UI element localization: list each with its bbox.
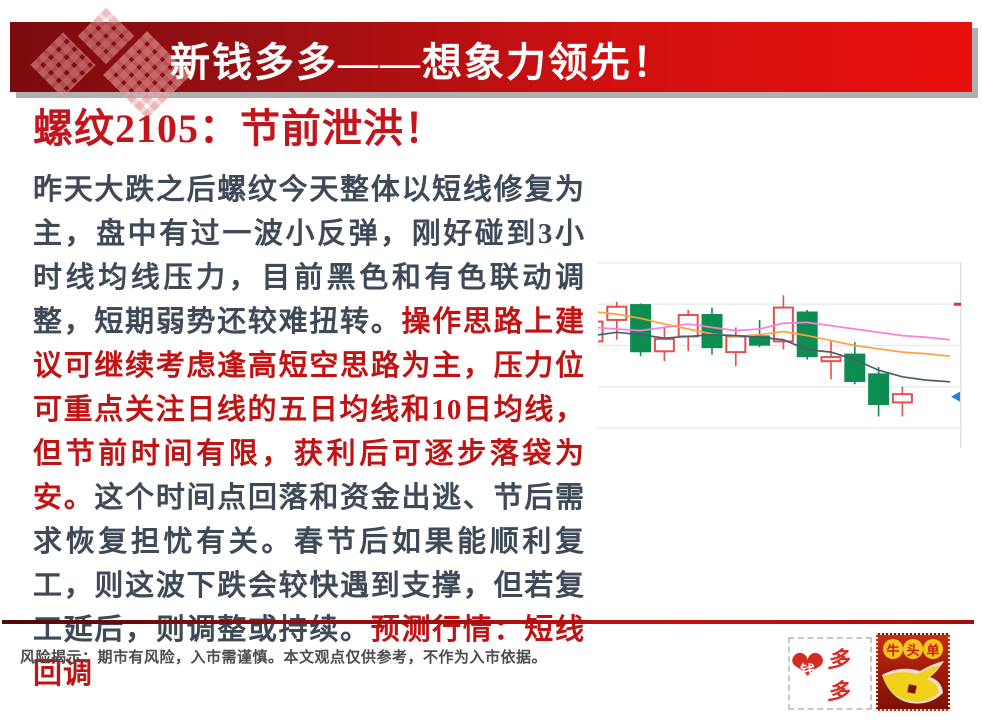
price-tick-marker — [954, 302, 961, 306]
candle-down — [630, 304, 652, 353]
candle-up — [820, 356, 842, 363]
risk-disclaimer: 风险揭示：期市有风险，入市需谨慎。本文观点仅供参考，不作为入市依据。 — [20, 650, 548, 666]
bull-stamp-char: 头 — [903, 639, 923, 659]
price-arrow-marker — [951, 391, 960, 402]
candle-up — [598, 320, 604, 343]
body-segment-red: 预测行情：短线回调 — [33, 614, 585, 690]
body-segment-red: 操作思路上建议可继续考虑逢高短空思路为主，压力位可重点关注日线的五日均线和10日… — [33, 306, 585, 514]
candle-down — [701, 313, 723, 349]
diamond-pattern-decoration — [30, 7, 191, 119]
chart-canvas — [598, 262, 962, 448]
body-segment-dark: 昨天大跌之后螺纹今天整体以短线修复为主，盘中有过一波小反弹，刚好碰到3小时线均线… — [33, 174, 585, 338]
qianduoduo-logo-stamp: ❤ 钱 多多 — [788, 637, 872, 710]
candle-up — [891, 393, 913, 404]
ma-orange — [598, 311, 951, 358]
header-banner: 新钱多多——想象力领先！ — [10, 7, 972, 119]
bull-stamp-char: 单 — [923, 639, 943, 659]
candle-down — [868, 373, 890, 406]
niutoudan-logo-stamp: 牛头单 — [876, 633, 950, 711]
candle-up — [653, 337, 675, 353]
body-segment-dark: 这个时间点回落和资金出逃、节后需求恢复担忧有关。春节后如果能顺利复工，则这波下跌… — [33, 482, 585, 646]
candle-down — [844, 353, 866, 382]
ma-pink — [598, 321, 951, 341]
logo-text: 多多 — [827, 646, 850, 704]
heart-icon: ❤ 钱 — [790, 643, 826, 690]
bull-stamp-char: 牛 — [883, 639, 903, 659]
bull-head-icon — [882, 661, 944, 704]
candle-up — [725, 335, 747, 354]
banner-title: 新钱多多——想象力领先！ — [170, 40, 674, 85]
ma-dark — [598, 331, 951, 383]
footer-divider — [2, 620, 974, 624]
article-title: 螺纹2105：节前泄洪！ — [33, 106, 445, 151]
heart-character: 钱 — [800, 663, 816, 680]
article-body: 昨天大跌之后螺纹今天整体以短线修复为主，盘中有过一波小反弹，刚好碰到3小时线均线… — [33, 168, 585, 696]
candlestick-chart — [598, 262, 962, 452]
bull-stamp-title: 牛头单 — [882, 638, 944, 660]
